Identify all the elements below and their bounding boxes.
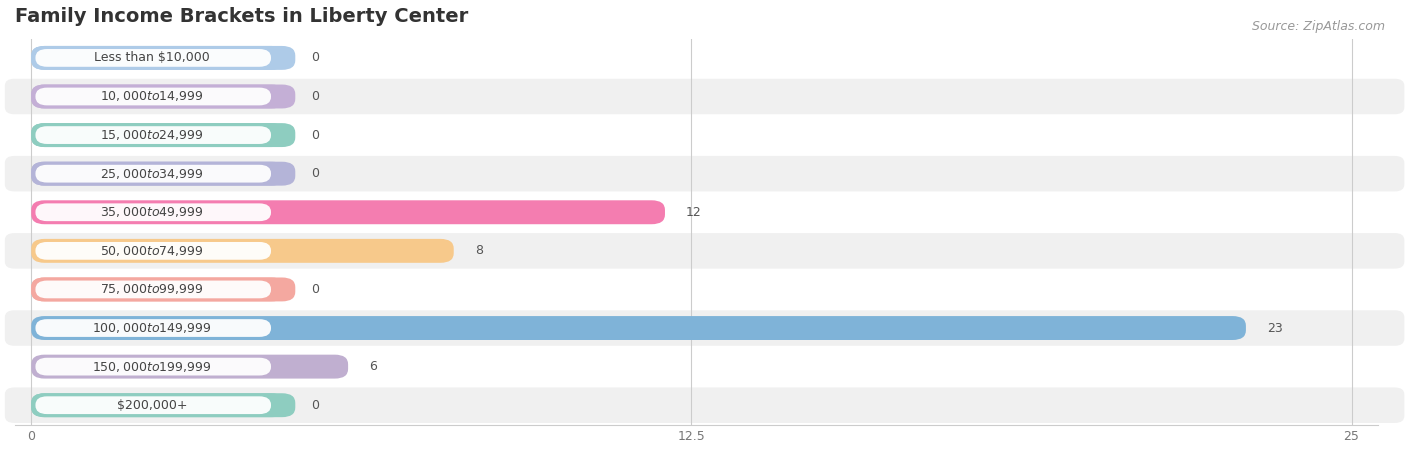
FancyBboxPatch shape: [31, 123, 295, 147]
FancyBboxPatch shape: [31, 278, 295, 302]
FancyBboxPatch shape: [35, 358, 271, 375]
FancyBboxPatch shape: [4, 310, 1405, 346]
Text: $50,000 to $74,999: $50,000 to $74,999: [100, 244, 204, 258]
Text: 0: 0: [311, 90, 319, 103]
Text: $150,000 to $199,999: $150,000 to $199,999: [93, 360, 212, 374]
Text: 0: 0: [311, 51, 319, 64]
FancyBboxPatch shape: [31, 239, 454, 263]
FancyBboxPatch shape: [35, 88, 271, 105]
FancyBboxPatch shape: [31, 393, 285, 417]
Text: $200,000+: $200,000+: [117, 399, 187, 412]
FancyBboxPatch shape: [31, 278, 285, 302]
Text: 0: 0: [311, 399, 319, 412]
FancyBboxPatch shape: [4, 117, 1405, 153]
Text: $100,000 to $149,999: $100,000 to $149,999: [93, 321, 212, 335]
FancyBboxPatch shape: [31, 46, 285, 70]
Text: $25,000 to $34,999: $25,000 to $34,999: [100, 166, 204, 180]
FancyBboxPatch shape: [35, 49, 271, 67]
FancyBboxPatch shape: [31, 316, 1246, 340]
Text: Family Income Brackets in Liberty Center: Family Income Brackets in Liberty Center: [15, 7, 468, 26]
Text: 6: 6: [370, 360, 377, 373]
FancyBboxPatch shape: [31, 85, 295, 108]
Text: Source: ZipAtlas.com: Source: ZipAtlas.com: [1251, 20, 1385, 33]
FancyBboxPatch shape: [4, 79, 1405, 114]
FancyBboxPatch shape: [35, 396, 271, 414]
FancyBboxPatch shape: [4, 156, 1405, 191]
FancyBboxPatch shape: [35, 165, 271, 183]
FancyBboxPatch shape: [31, 162, 295, 186]
Text: 0: 0: [311, 129, 319, 142]
FancyBboxPatch shape: [31, 162, 285, 186]
Text: 12: 12: [686, 206, 702, 219]
FancyBboxPatch shape: [35, 126, 271, 144]
FancyBboxPatch shape: [31, 393, 295, 417]
Text: 0: 0: [311, 167, 319, 180]
FancyBboxPatch shape: [4, 387, 1405, 423]
FancyBboxPatch shape: [31, 123, 285, 147]
FancyBboxPatch shape: [31, 200, 665, 224]
FancyBboxPatch shape: [35, 280, 271, 298]
FancyBboxPatch shape: [4, 40, 1405, 76]
FancyBboxPatch shape: [4, 349, 1405, 384]
Text: $15,000 to $24,999: $15,000 to $24,999: [100, 128, 204, 142]
FancyBboxPatch shape: [35, 319, 271, 337]
FancyBboxPatch shape: [4, 233, 1405, 269]
Text: $10,000 to $14,999: $10,000 to $14,999: [100, 90, 204, 104]
FancyBboxPatch shape: [4, 194, 1405, 230]
Text: Less than $10,000: Less than $10,000: [94, 51, 209, 64]
FancyBboxPatch shape: [31, 85, 285, 108]
Text: $35,000 to $49,999: $35,000 to $49,999: [100, 205, 204, 219]
Text: 8: 8: [475, 244, 482, 257]
FancyBboxPatch shape: [31, 46, 295, 70]
Text: 0: 0: [311, 283, 319, 296]
FancyBboxPatch shape: [35, 203, 271, 221]
Text: 23: 23: [1267, 322, 1282, 334]
FancyBboxPatch shape: [4, 272, 1405, 307]
Text: $75,000 to $99,999: $75,000 to $99,999: [100, 283, 204, 297]
FancyBboxPatch shape: [31, 355, 349, 378]
FancyBboxPatch shape: [35, 242, 271, 260]
